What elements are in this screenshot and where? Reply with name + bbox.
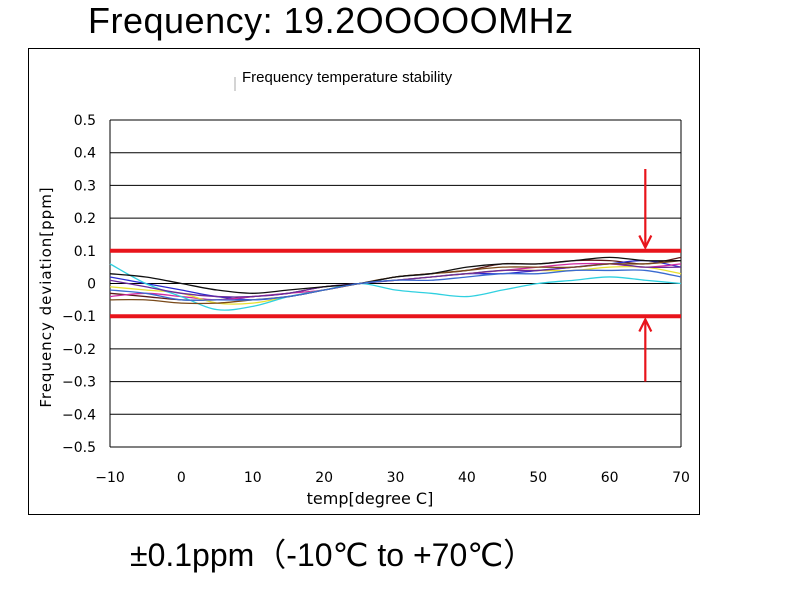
x-tick-label: −10 [95,470,125,486]
y-tick-label: 0.2 [74,211,96,227]
page-title: Frequency: 19.2OOOOOMHz [88,0,574,41]
upper-limit-arrow-head [638,235,653,250]
y-tick-label: −0.1 [62,309,96,325]
frequency-stability-chart: 0.5 0.4 0.3 0.2 0.1 0 −0.1 −0.2 −0.3 −0.4 −0.5 −10 0… [37,69,690,508]
x-tick-label: 70 [672,470,690,486]
x-tick-label: 40 [458,470,476,486]
y-tick-label: −0.2 [62,342,96,358]
x-tick-label: 10 [244,470,262,486]
chart-frame: 0.5 0.4 0.3 0.2 0.1 0 −0.1 −0.2 −0.3 −0.4 −0.5 −10 0… [28,48,700,515]
y-tick-label: −0.4 [62,407,96,423]
series-8-line [109,256,682,294]
series-9-line [109,269,682,301]
upper-limit-arrow [638,169,653,250]
series-5-line [109,263,682,311]
y-tick-label: 0.4 [74,146,96,162]
x-tick-label: 60 [601,470,619,486]
chart-title: Frequency temperature stability [242,69,453,86]
y-tick-label: −0.5 [62,440,96,456]
x-tick-label: 30 [387,470,405,486]
x-tick-label: 20 [315,470,333,486]
y-tick-label: 0.1 [74,244,96,260]
y-axis-label: Frequency deviation[ppm] [37,186,55,407]
bottom-caption: ±0.1ppm（-10℃ to +70℃） [130,537,536,573]
x-tick-label: 50 [529,470,547,486]
tick-layer: 0.5 0.4 0.3 0.2 0.1 0 −0.1 −0.2 −0.3 −0.4 −0.5 −10 0… [62,113,690,486]
limit-layer [110,169,681,382]
lower-limit-arrow-head [638,317,653,332]
y-tick-label: 0.3 [74,178,96,194]
series-layer [109,256,682,311]
x-axis-label: temp[degree C] [307,489,434,508]
y-tick-label: 0.5 [74,113,96,129]
y-tick-label: −0.3 [62,375,96,391]
grid-layer [109,119,682,448]
y-tick-label: 0 [87,277,96,293]
lower-limit-arrow [638,317,653,382]
x-tick-label: 0 [177,470,186,486]
